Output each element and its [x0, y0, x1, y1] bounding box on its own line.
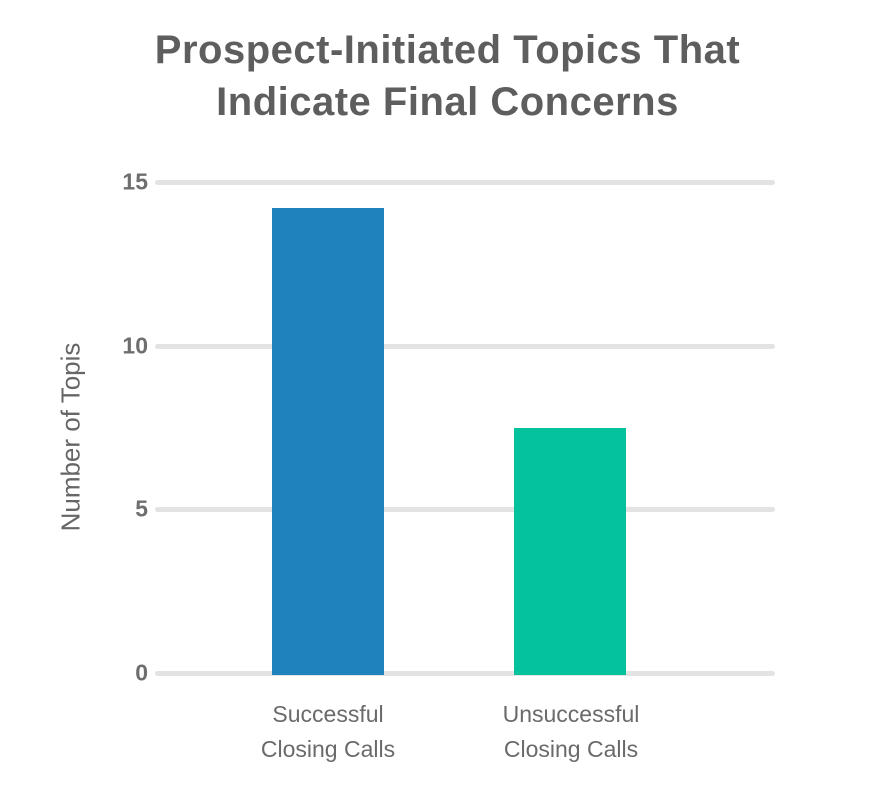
- chart-title: Prospect-Initiated Topics That Indicate …: [0, 24, 873, 128]
- bar-successful-closing-calls: [272, 208, 384, 675]
- y-tick-label-10: 10: [122, 332, 148, 359]
- y-tick-label-5: 5: [135, 495, 148, 522]
- category-label-successful: Successful Closing Calls: [260, 701, 396, 762]
- gridline-5: [155, 506, 775, 512]
- y-tick-label-0: 0: [135, 659, 148, 686]
- chart-title-line-2: Indicate Final Concerns: [216, 80, 679, 124]
- gridline-0: [155, 670, 775, 676]
- gridline-10: [155, 343, 775, 349]
- gridline-15: [155, 179, 775, 185]
- category-label-unsuccessful: Unsuccessful Closing Calls: [502, 701, 640, 762]
- chart-title-line-1: Prospect-Initiated Topics That: [154, 28, 741, 72]
- y-tick-label-15: 15: [122, 168, 148, 195]
- bar-unsuccessful-closing-calls: [514, 427, 626, 675]
